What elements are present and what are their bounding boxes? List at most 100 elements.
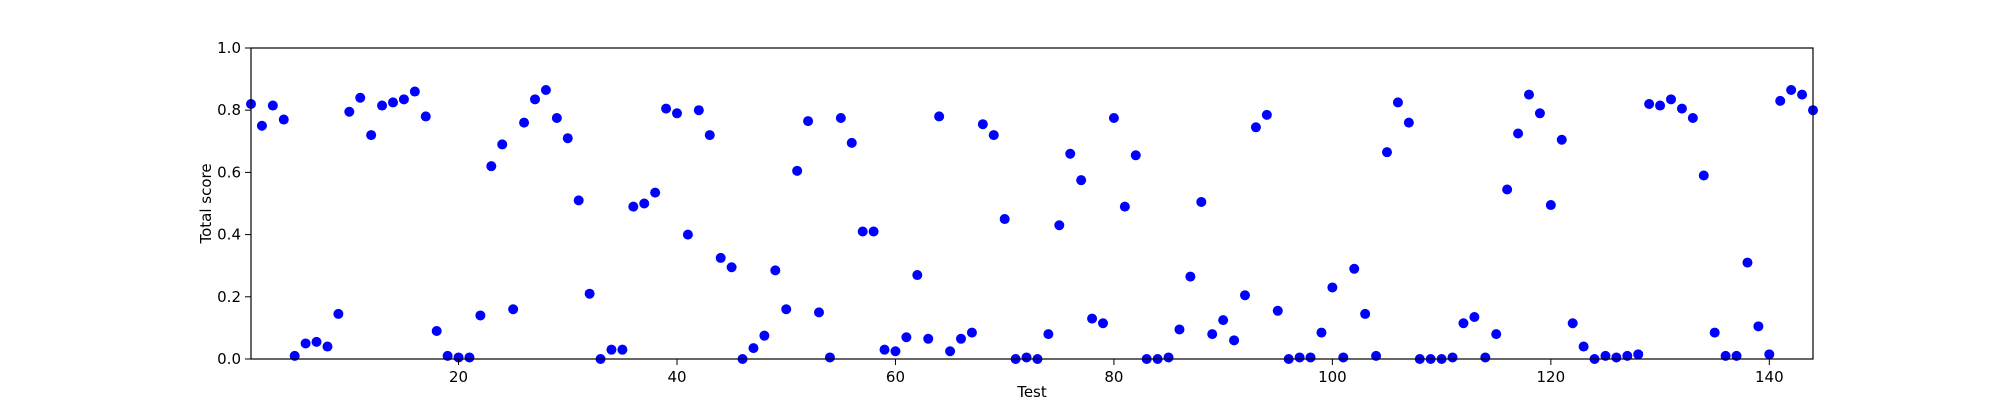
data-point — [650, 187, 661, 198]
data-point — [1371, 350, 1382, 361]
data-point — [289, 350, 300, 361]
data-point — [1567, 318, 1578, 329]
data-point — [475, 310, 486, 321]
y-tick-label: 0.6 — [217, 163, 241, 181]
data-point — [486, 161, 497, 172]
x-axis-ticks: 20 40 60 80 100 120 140 — [449, 359, 1784, 386]
data-point — [934, 111, 945, 122]
x-tick-label: 120 — [1537, 368, 1566, 386]
data-point — [1731, 350, 1742, 361]
data-point — [726, 262, 737, 273]
data-point — [923, 333, 934, 344]
data-point — [1392, 97, 1403, 108]
data-point — [617, 344, 628, 355]
data-point — [1087, 313, 1098, 324]
data-point — [1698, 170, 1709, 181]
data-point — [661, 103, 672, 114]
data-point — [628, 201, 639, 212]
data-point — [1272, 305, 1283, 316]
data-point — [814, 307, 824, 318]
data-point — [1524, 89, 1534, 100]
data-point — [584, 288, 595, 299]
data-point — [1545, 200, 1556, 211]
data-point — [1720, 350, 1731, 361]
data-point — [1065, 148, 1076, 159]
data-point — [1753, 321, 1764, 332]
data-point — [344, 106, 355, 117]
data-point — [1502, 184, 1513, 195]
data-point — [1250, 122, 1261, 133]
data-point — [420, 111, 431, 122]
data-point — [1676, 103, 1687, 114]
plot-area-frame — [250, 47, 1814, 360]
data-point — [1338, 352, 1349, 363]
data-point — [879, 344, 890, 355]
data-point — [1098, 318, 1108, 329]
data-point — [562, 133, 573, 144]
y-tick-label: 0.4 — [217, 226, 241, 244]
data-point — [442, 350, 453, 361]
data-point — [1480, 352, 1491, 363]
data-point — [1360, 308, 1371, 319]
y-tick-label: 1.0 — [217, 39, 241, 57]
data-point — [322, 341, 333, 352]
data-point — [1349, 263, 1360, 274]
data-point — [901, 332, 912, 343]
data-point — [1305, 352, 1316, 363]
data-point — [519, 117, 530, 128]
data-point — [759, 330, 770, 341]
data-point — [1687, 112, 1698, 123]
data-point — [1174, 324, 1185, 335]
data-point — [1240, 290, 1250, 301]
data-point — [1207, 329, 1218, 340]
data-point — [1633, 349, 1644, 360]
data-point — [1534, 108, 1545, 119]
data-point — [977, 119, 988, 130]
data-point — [530, 94, 540, 105]
data-point — [682, 229, 693, 240]
data-point — [1644, 98, 1655, 109]
data-point — [398, 94, 409, 105]
data-point — [988, 130, 999, 141]
data-point — [1600, 350, 1611, 361]
x-tick-label: 140 — [1755, 368, 1784, 386]
data-point — [1458, 318, 1469, 329]
data-point — [715, 252, 726, 263]
data-point — [453, 352, 464, 363]
data-point — [803, 116, 814, 127]
data-point — [966, 327, 977, 338]
data-point — [256, 120, 267, 131]
data-point — [551, 112, 562, 123]
data-point — [1742, 257, 1753, 268]
data-point — [1403, 117, 1414, 128]
data-point — [1786, 84, 1797, 95]
data-points — [246, 84, 1818, 364]
data-point — [1054, 220, 1065, 231]
data-point — [1108, 112, 1119, 123]
data-point — [366, 130, 377, 141]
data-point — [1491, 329, 1502, 340]
data-point — [672, 108, 682, 119]
data-point — [508, 304, 519, 315]
data-point — [1294, 352, 1305, 363]
data-point — [1513, 128, 1524, 139]
data-point — [1196, 196, 1207, 207]
x-tick-label: 100 — [1318, 368, 1347, 386]
data-point — [824, 352, 835, 363]
data-point — [464, 352, 475, 363]
data-point — [388, 97, 398, 108]
data-point — [704, 130, 715, 141]
data-point — [890, 346, 901, 357]
data-point — [857, 226, 868, 237]
data-point — [355, 92, 366, 103]
y-axis-label: Total score — [197, 163, 215, 244]
data-point — [1076, 175, 1087, 186]
data-point — [835, 112, 846, 123]
data-point — [606, 344, 617, 355]
data-point — [1382, 147, 1392, 158]
data-point — [1185, 271, 1196, 282]
data-point — [1578, 341, 1589, 352]
data-point — [912, 270, 923, 281]
data-point — [956, 333, 966, 344]
